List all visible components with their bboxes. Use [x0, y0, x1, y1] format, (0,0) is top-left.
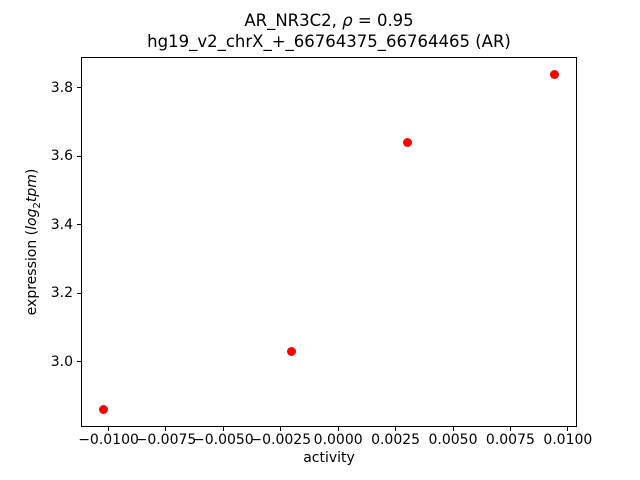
title-rho-value: = 0.95	[352, 11, 414, 30]
data-point	[286, 347, 296, 357]
y-tick-label: 3.4	[50, 216, 73, 233]
x-axis-tick	[165, 427, 167, 431]
x-tick-label: 0.0025	[371, 432, 421, 448]
y-label-suffix: )	[24, 168, 40, 175]
x-axis-tick	[567, 427, 569, 431]
x-tick-label: −0.0075	[135, 432, 197, 448]
y-axis-tick	[77, 87, 81, 89]
y-axis-tick	[77, 361, 81, 363]
y-label-tpm: tpm	[24, 174, 40, 203]
data-point	[549, 69, 559, 79]
x-axis-tick	[452, 427, 454, 431]
y-axis-tick	[77, 155, 81, 157]
y-tick-label: 3.6	[50, 148, 73, 165]
y-axis-tick	[77, 292, 81, 294]
chart-title-line2: hg19_v2_chrX_+_66764375_66764465 (AR)	[147, 31, 511, 51]
y-tick-label: 3.8	[50, 79, 73, 96]
y-label-subscript-2: 2	[31, 202, 43, 209]
x-tick-label: 0.0100	[543, 432, 593, 448]
x-tick-label: −0.0025	[250, 432, 312, 448]
x-axis-tick	[108, 427, 110, 431]
x-tick-label: 0.0075	[485, 432, 535, 448]
x-tick-label: 0.0000	[313, 432, 363, 448]
x-tick-label: 0.0050	[428, 432, 478, 448]
chart-title-line1: AR_NR3C2, ρ = 0.95	[81, 11, 577, 32]
data-point	[99, 405, 109, 415]
x-axis-tick	[337, 427, 339, 431]
x-tick-label: −0.0050	[193, 432, 254, 448]
x-axis-tick	[509, 427, 511, 431]
x-tick-label: −0.0100	[78, 432, 139, 448]
x-axis-tick	[395, 427, 397, 431]
y-label-prefix: expression (	[24, 229, 40, 316]
data-point	[402, 138, 412, 148]
x-axis-tick	[280, 427, 282, 431]
rho-symbol: ρ	[342, 11, 353, 30]
y-tick-label: 3.2	[50, 285, 73, 302]
y-axis-tick	[77, 224, 81, 226]
y-tick-label: 3.0	[50, 353, 73, 370]
title-gene-pair: AR_NR3C2,	[244, 11, 343, 30]
x-axis-tick	[222, 427, 224, 431]
plot-area	[81, 57, 577, 427]
chart-title: AR_NR3C2, ρ = 0.95 hg19_v2_chrX_+_667643…	[81, 11, 577, 52]
x-axis-label: activity	[303, 450, 355, 466]
